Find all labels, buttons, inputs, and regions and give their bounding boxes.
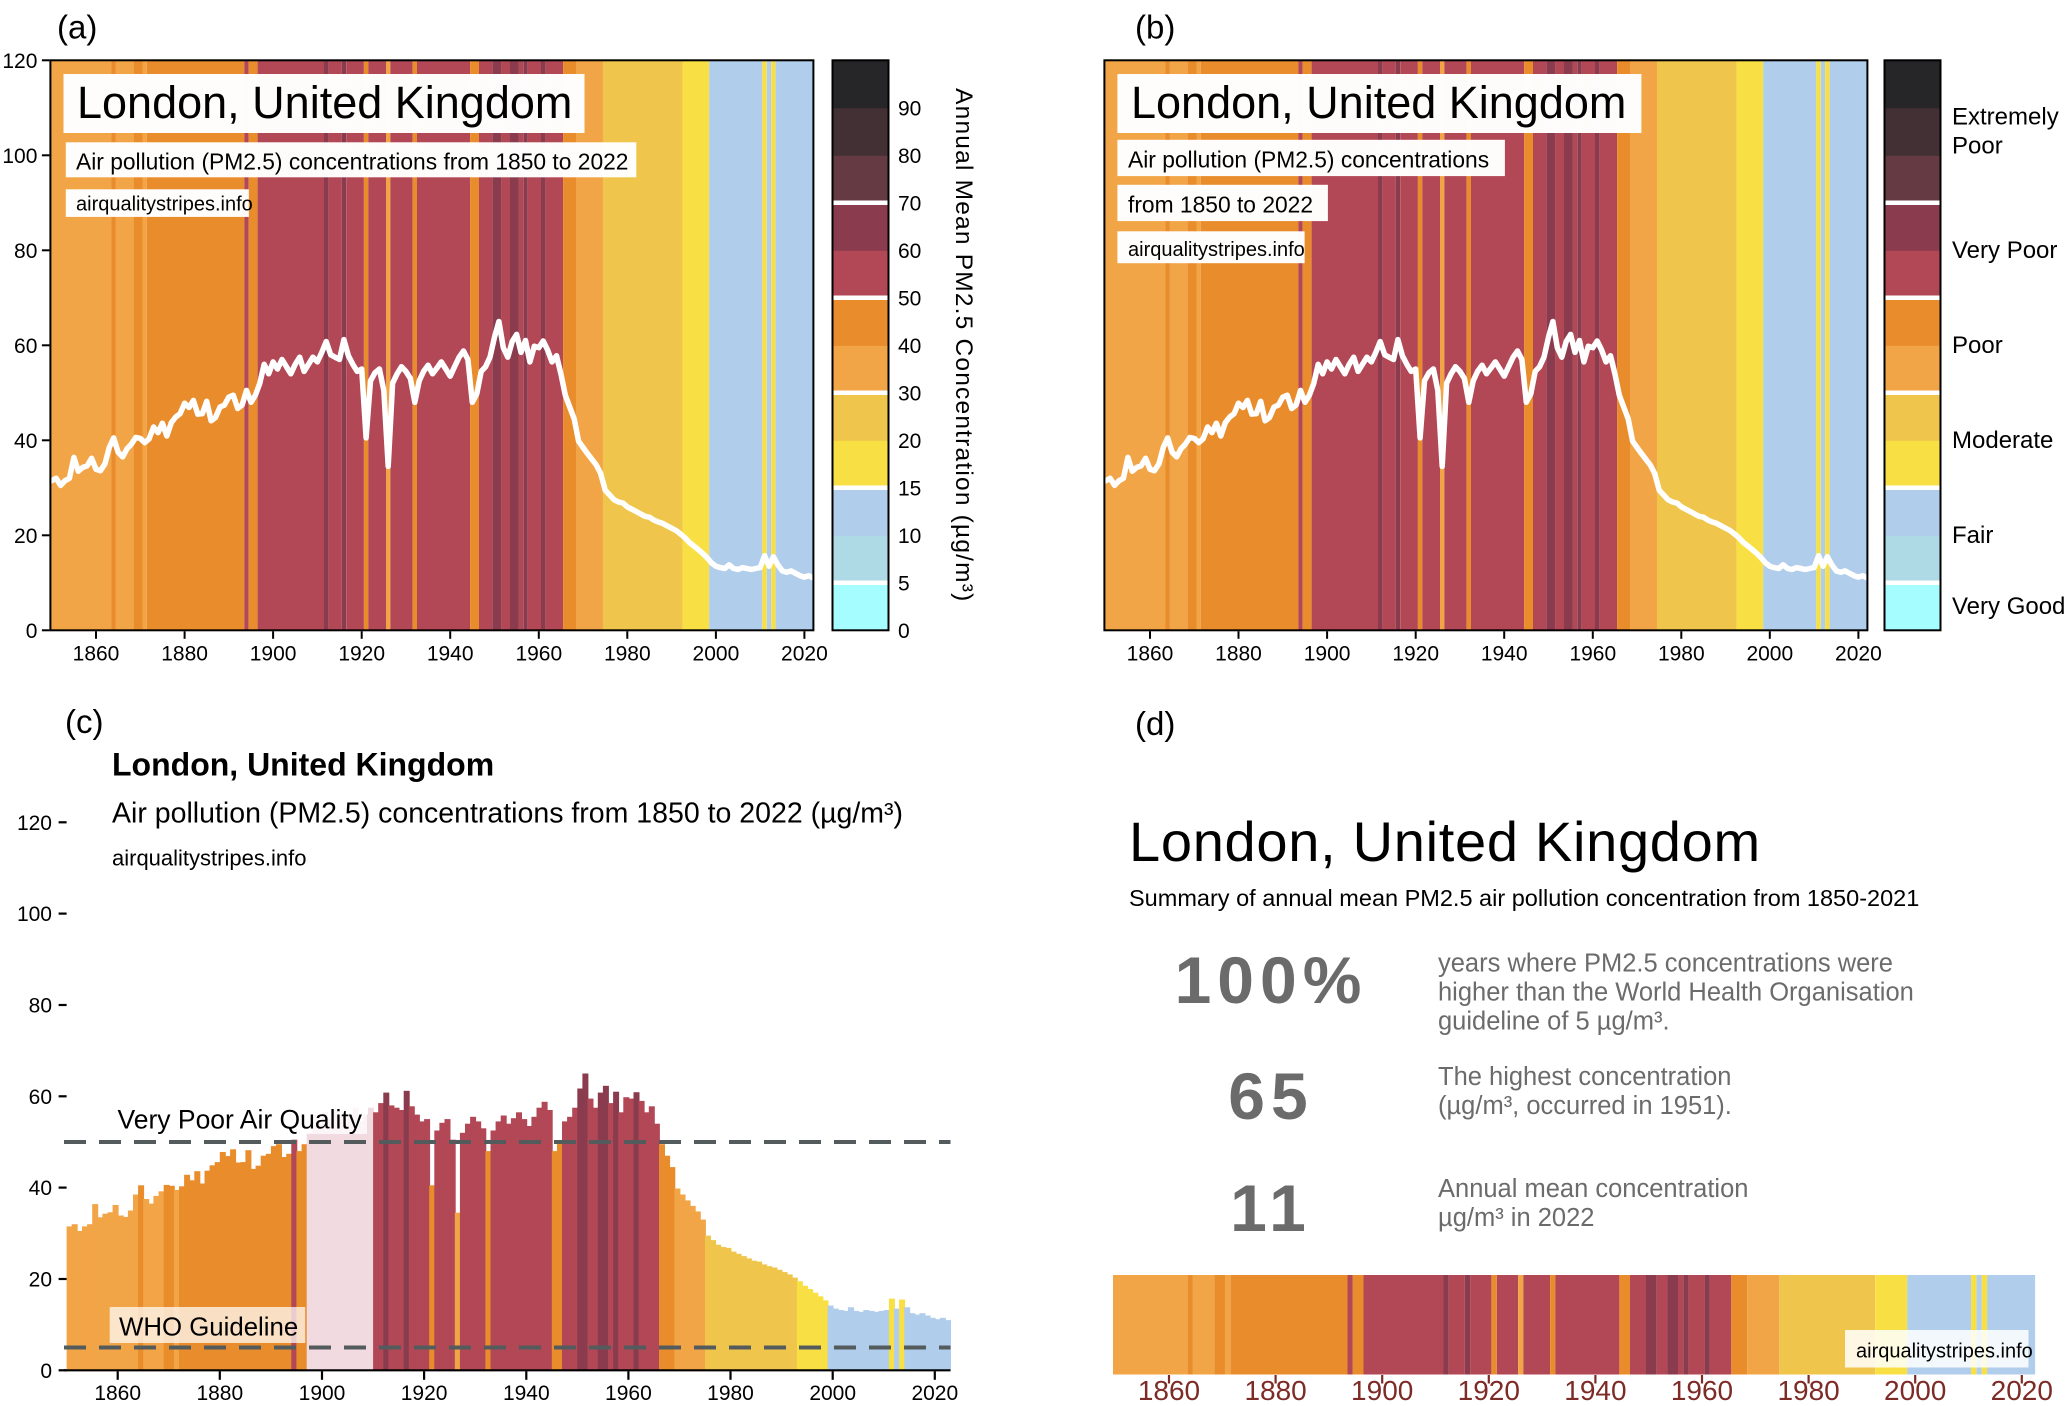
svg-text:120: 120: [17, 812, 52, 835]
svg-text:80: 80: [14, 240, 37, 263]
svg-text:µg/m³ in 2022: µg/m³ in 2022: [1438, 1204, 1594, 1232]
svg-text:11: 11: [1230, 1171, 1312, 1245]
svg-text:1900: 1900: [299, 1382, 346, 1401]
svg-text:1860: 1860: [1138, 1375, 1200, 1401]
svg-text:5: 5: [898, 572, 910, 595]
svg-text:50: 50: [898, 287, 921, 310]
svg-text:0: 0: [898, 620, 910, 643]
svg-text:WHO Guideline: WHO Guideline: [119, 1314, 298, 1342]
svg-text:Poor: Poor: [1952, 332, 2003, 359]
svg-text:airqualitystripes.info: airqualitystripes.info: [112, 846, 306, 871]
svg-text:1860: 1860: [73, 642, 120, 665]
svg-text:1960: 1960: [1671, 1375, 1733, 1401]
svg-text:2000: 2000: [1884, 1375, 1946, 1401]
svg-text:1980: 1980: [1777, 1375, 1839, 1401]
svg-text:90: 90: [898, 97, 921, 120]
svg-text:1920: 1920: [1392, 642, 1439, 665]
svg-text:Fair: Fair: [1952, 522, 1993, 549]
svg-text:(d): (d): [1135, 705, 1175, 742]
svg-text:2000: 2000: [809, 1382, 856, 1401]
svg-text:20: 20: [898, 430, 921, 453]
svg-text:Moderate: Moderate: [1952, 427, 2053, 454]
svg-text:60: 60: [29, 1086, 52, 1109]
svg-text:(c): (c): [65, 703, 103, 740]
svg-text:Extremely: Extremely: [1952, 104, 2059, 131]
svg-text:1880: 1880: [161, 642, 208, 665]
svg-text:1920: 1920: [401, 1382, 448, 1401]
svg-text:years where PM2.5 concentratio: years where PM2.5 concentrations were: [1438, 950, 1893, 978]
svg-text:2000: 2000: [1746, 642, 1793, 665]
svg-text:The highest concentration: The highest concentration: [1438, 1063, 1731, 1091]
svg-text:(b): (b): [1135, 9, 1175, 46]
svg-text:Summary of annual mean PM2.5 a: Summary of annual mean PM2.5 air polluti…: [1129, 885, 1919, 911]
svg-text:60: 60: [898, 240, 921, 263]
svg-text:Very Poor Air Quality: Very Poor Air Quality: [118, 1105, 363, 1135]
svg-text:1980: 1980: [707, 1382, 754, 1401]
svg-text:40: 40: [898, 335, 921, 358]
svg-text:Air pollution (PM2.5) concentr: Air pollution (PM2.5) concentrations fro…: [76, 149, 629, 175]
svg-text:10: 10: [898, 525, 921, 548]
svg-text:1940: 1940: [427, 642, 474, 665]
svg-text:airqualitystripes.info: airqualitystripes.info: [1856, 1341, 2033, 1363]
svg-text:Annual mean concentration: Annual mean concentration: [1438, 1175, 1748, 1203]
svg-text:1940: 1940: [1564, 1375, 1626, 1401]
svg-text:1920: 1920: [338, 642, 385, 665]
svg-text:1960: 1960: [1569, 642, 1616, 665]
svg-text:60: 60: [14, 335, 37, 358]
svg-text:65: 65: [1228, 1059, 1313, 1133]
svg-text:100: 100: [2, 145, 37, 168]
svg-text:20: 20: [29, 1269, 52, 1292]
svg-text:London, United Kingdom: London, United Kingdom: [112, 747, 494, 783]
svg-text:Annual Mean PM2.5 Concentratio: Annual Mean PM2.5 Concentration (µg/m³): [950, 88, 977, 602]
svg-text:1940: 1940: [503, 1382, 550, 1401]
svg-text:Poor: Poor: [1952, 133, 2003, 160]
svg-text:1900: 1900: [1304, 642, 1351, 665]
svg-text:London, United Kingdom: London, United Kingdom: [1131, 77, 1626, 128]
svg-text:1960: 1960: [605, 1382, 652, 1401]
svg-text:15: 15: [898, 477, 921, 500]
svg-text:30: 30: [898, 382, 921, 405]
svg-text:1900: 1900: [1351, 1375, 1413, 1401]
svg-text:Very Poor: Very Poor: [1952, 237, 2057, 264]
svg-text:guideline of 5 µg/m³.: guideline of 5 µg/m³.: [1438, 1008, 1670, 1036]
svg-text:1980: 1980: [604, 642, 651, 665]
svg-text:80: 80: [898, 145, 921, 168]
svg-text:1920: 1920: [1458, 1375, 1520, 1401]
svg-text:1880: 1880: [1215, 642, 1262, 665]
svg-text:Very Good: Very Good: [1952, 593, 2065, 620]
svg-text:0: 0: [26, 620, 38, 643]
svg-text:2020: 2020: [1991, 1375, 2053, 1401]
svg-text:40: 40: [14, 430, 37, 453]
svg-text:1860: 1860: [1127, 642, 1174, 665]
svg-text:from 1850 to 2022: from 1850 to 2022: [1128, 192, 1313, 218]
svg-text:80: 80: [29, 995, 52, 1018]
svg-text:1980: 1980: [1658, 642, 1705, 665]
svg-text:London, United Kingdom: London, United Kingdom: [1129, 810, 1761, 873]
svg-text:2000: 2000: [693, 642, 740, 665]
svg-text:airqualitystripes.info: airqualitystripes.info: [76, 194, 253, 216]
svg-text:40: 40: [29, 1177, 52, 1200]
svg-text:(µg/m³, occurred in 1951).: (µg/m³, occurred in 1951).: [1438, 1092, 1732, 1120]
svg-text:1860: 1860: [94, 1382, 141, 1401]
svg-text:0: 0: [40, 1360, 52, 1383]
svg-text:London, United Kingdom: London, United Kingdom: [77, 77, 572, 128]
svg-text:airqualitystripes.info: airqualitystripes.info: [1128, 239, 1305, 261]
svg-text:higher than the World Health O: higher than the World Health Organisatio…: [1438, 979, 1914, 1007]
svg-text:2020: 2020: [911, 1382, 958, 1401]
svg-text:1960: 1960: [515, 642, 562, 665]
svg-text:(a): (a): [57, 9, 97, 46]
svg-text:1940: 1940: [1481, 642, 1528, 665]
svg-text:100%: 100%: [1175, 943, 1368, 1017]
svg-text:70: 70: [898, 192, 921, 215]
svg-text:Air pollution (PM2.5) concentr: Air pollution (PM2.5) concentrations: [1128, 147, 1489, 173]
svg-text:20: 20: [14, 525, 37, 548]
svg-text:1900: 1900: [250, 642, 297, 665]
svg-text:2020: 2020: [781, 642, 828, 665]
svg-text:Air pollution (PM2.5) concentr: Air pollution (PM2.5) concentrations fro…: [112, 798, 903, 830]
svg-text:120: 120: [2, 50, 37, 73]
svg-text:100: 100: [17, 903, 52, 926]
svg-text:2020: 2020: [1835, 642, 1882, 665]
svg-text:1880: 1880: [1244, 1375, 1306, 1401]
svg-text:1880: 1880: [196, 1382, 243, 1401]
